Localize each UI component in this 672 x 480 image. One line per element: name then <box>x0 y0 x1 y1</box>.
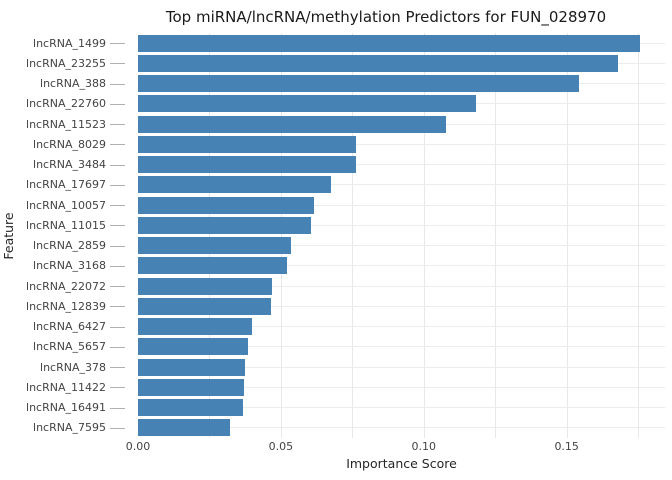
ytick-label: lncRNA_5657 <box>33 340 106 354</box>
plot-panel <box>138 33 665 438</box>
ytick-mark <box>110 103 125 105</box>
bar-lncRNA_7595 <box>138 419 230 437</box>
x-gridline <box>566 33 568 438</box>
bar-lncRNA_1499 <box>138 34 640 52</box>
x-gridline <box>352 33 354 438</box>
ytick-mark <box>110 367 125 369</box>
ytick-mark <box>110 63 125 65</box>
ytick-label: lncRNA_22072 <box>26 279 106 293</box>
ytick-mark <box>110 326 125 328</box>
bar-lncRNA_2859 <box>138 237 291 255</box>
y-gridline <box>138 245 665 247</box>
ytick-label: lncRNA_1499 <box>33 36 106 50</box>
y-gridline <box>138 285 665 287</box>
xtick-label: 0.15 <box>554 440 579 453</box>
x-axis-label: Importance Score <box>346 456 457 471</box>
bar-lncRNA_11015 <box>138 216 312 234</box>
y-gridline <box>138 427 665 429</box>
bar-lncRNA_17697 <box>138 176 331 194</box>
y-gridline <box>138 305 665 307</box>
ytick-mark <box>110 144 125 146</box>
ytick-mark <box>110 184 125 186</box>
ytick-mark <box>110 407 125 409</box>
ytick-label: lncRNA_3168 <box>33 259 106 273</box>
bar-lncRNA_3168 <box>138 257 288 275</box>
ytick-mark <box>110 346 125 348</box>
ytick-label: lncRNA_10057 <box>26 198 106 212</box>
ytick-mark <box>110 43 125 45</box>
y-gridline <box>138 346 665 348</box>
ytick-label: lncRNA_2859 <box>33 239 106 253</box>
bar-lncRNA_378 <box>138 358 245 376</box>
xtick-label: 0.00 <box>125 440 151 453</box>
x-gridline <box>280 33 282 438</box>
chart-title: Top miRNA/lncRNA/methylation Predictors … <box>165 8 607 26</box>
ytick-label: lncRNA_378 <box>40 360 106 374</box>
ytick-label: lncRNA_16491 <box>26 401 106 415</box>
bar-lncRNA_6427 <box>138 318 253 336</box>
bar-lncRNA_12839 <box>138 297 272 315</box>
bar-lncRNA_22072 <box>138 277 273 295</box>
y-gridline <box>138 143 665 145</box>
y-gridline <box>138 407 665 409</box>
ytick-label: lncRNA_12839 <box>26 299 106 313</box>
y-gridline <box>138 184 665 186</box>
ytick-label: lncRNA_22760 <box>26 97 106 111</box>
y-gridline <box>138 386 665 388</box>
ytick-label: lncRNA_17697 <box>26 178 106 192</box>
ytick-mark <box>110 306 125 308</box>
y-axis: lncRNA_1499 lncRNA_23255 lncRNA_388 lncRNA_… <box>0 33 138 438</box>
xtick-label: 0.05 <box>268 440 294 453</box>
ytick-mark <box>110 286 125 288</box>
x-gridline <box>209 33 211 438</box>
x-gridline <box>495 33 497 438</box>
bar-lncRNA_8029 <box>138 135 357 153</box>
bar-lncRNA_22760 <box>138 95 477 113</box>
y-gridline <box>138 164 665 166</box>
ytick-mark <box>110 225 125 227</box>
ytick-label: lncRNA_6427 <box>33 320 106 334</box>
ytick-mark <box>110 387 125 389</box>
y-gridline <box>138 265 665 267</box>
bar-lncRNA_23255 <box>138 54 618 72</box>
ytick-mark <box>110 83 125 85</box>
ytick-mark <box>110 245 125 247</box>
ytick-label: lncRNA_3484 <box>33 158 106 172</box>
ytick-label: lncRNA_8029 <box>33 137 106 151</box>
y-gridline <box>138 204 665 206</box>
bar-lncRNA_388 <box>138 75 580 93</box>
ytick-label: lncRNA_7595 <box>33 421 106 435</box>
xtick-label: 0.10 <box>411 440 437 453</box>
x-gridline <box>638 33 640 438</box>
ytick-label: lncRNA_11422 <box>26 380 106 394</box>
ytick-label: lncRNA_11523 <box>26 117 106 131</box>
y-gridline <box>138 326 665 328</box>
ytick-mark <box>110 124 125 126</box>
ytick-mark <box>110 205 125 207</box>
bar-lncRNA_10057 <box>138 196 314 214</box>
bar-lncRNA_11523 <box>138 115 447 133</box>
bar-lncRNA_3484 <box>138 156 356 174</box>
y-gridline <box>138 224 665 226</box>
ytick-mark <box>110 265 125 267</box>
ytick-label: lncRNA_23255 <box>26 56 106 70</box>
bar-lncRNA_5657 <box>138 338 248 356</box>
bar-lncRNA_16491 <box>138 399 243 417</box>
ytick-mark <box>110 427 125 429</box>
bar-lncRNA_11422 <box>138 378 244 396</box>
x-axis: 0.00 0.05 0.10 0.15 <box>126 438 665 454</box>
ytick-label: lncRNA_388 <box>40 77 106 91</box>
x-gridline <box>423 33 425 438</box>
ytick-mark <box>110 164 125 166</box>
y-gridline <box>138 366 665 368</box>
ytick-label: lncRNA_11015 <box>26 218 106 232</box>
